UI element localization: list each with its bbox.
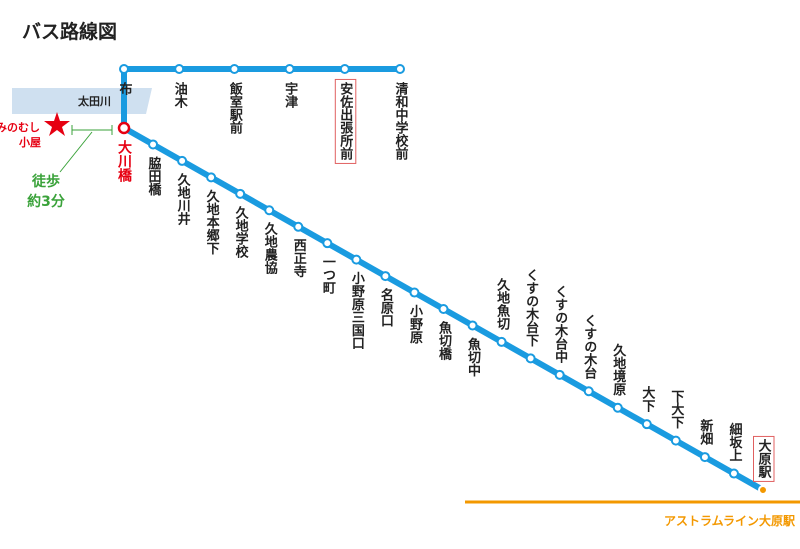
stop-label: 西正寺 — [291, 239, 307, 279]
stop — [119, 64, 129, 74]
stop — [699, 452, 710, 463]
stop-box — [753, 435, 775, 482]
stop-label: 小野原 — [407, 305, 423, 345]
stop — [496, 336, 507, 347]
stop-label: 宇津 — [282, 81, 298, 109]
stop — [612, 402, 623, 413]
junction-label: 大川橋 — [116, 139, 133, 183]
title: バス路線図 — [22, 20, 117, 43]
stop — [380, 271, 391, 282]
stop-label: 久地魚切 — [494, 277, 510, 331]
stop — [229, 64, 240, 74]
stop — [641, 419, 652, 430]
stop-label: 久地農協 — [262, 222, 278, 276]
walk-line — [59, 131, 93, 173]
stop-label: 名原口 — [378, 288, 394, 328]
stop — [351, 254, 362, 265]
stop — [670, 435, 681, 446]
stop-label: 布 — [117, 81, 133, 96]
stop — [438, 304, 449, 314]
stop-label: 安佐出張所前 — [337, 81, 354, 161]
stop-label: 一つ町 — [320, 255, 336, 295]
stop-label: 魚切中 — [465, 337, 481, 378]
stop-label: 脇田橋 — [146, 156, 162, 197]
stop — [264, 205, 275, 216]
stop — [322, 238, 333, 249]
river — [12, 88, 142, 114]
stop-label: くすの木台中 — [552, 285, 569, 364]
stop-label: 油木 — [172, 81, 189, 109]
landmark-label: 小屋 — [18, 135, 41, 149]
stop — [174, 64, 185, 74]
stop — [293, 221, 304, 232]
stop-label: 大下 — [639, 386, 655, 414]
stop-label: 小野原三国口 — [349, 272, 365, 350]
rail-label: アストラムライン大原駅 — [664, 513, 796, 528]
stop-label: 下大下 — [668, 390, 684, 430]
river-label: 太田川 — [77, 94, 111, 108]
stop — [583, 386, 594, 397]
river-edge — [136, 88, 152, 114]
stop — [467, 320, 478, 331]
stop — [758, 485, 768, 495]
stop — [148, 139, 159, 150]
stop-label: くすの木台 — [581, 314, 598, 380]
stop-label: 細坂上 — [726, 422, 742, 462]
stop — [206, 172, 217, 183]
stop-label: 新畑 — [697, 419, 713, 447]
stop — [284, 64, 295, 74]
stop — [409, 287, 420, 298]
stop-label: 久地境原 — [610, 343, 626, 397]
stop-label: 魚切橋 — [436, 320, 452, 361]
stop-label: 久地学校 — [233, 205, 249, 259]
junction — [117, 121, 131, 135]
landmark-label: みのむし — [0, 121, 40, 134]
stop — [525, 353, 536, 364]
stop — [235, 188, 246, 199]
stop-label: くすの木台下 — [523, 268, 540, 347]
stop — [728, 468, 739, 479]
walk-label: 徒歩 — [31, 173, 60, 190]
stop — [554, 369, 565, 380]
stop-label: 久地川井 — [175, 172, 192, 226]
stop-label: 大原駅 — [756, 438, 773, 479]
stop-box — [334, 78, 357, 164]
stop — [177, 155, 188, 166]
star — [44, 112, 70, 136]
walk-label: 約3分 — [27, 193, 65, 210]
stop-label: 久地本郷下 — [204, 189, 220, 256]
stop — [339, 64, 350, 74]
stop-label: 飯室駅前 — [227, 81, 244, 135]
stop-label: 清和中学校前 — [393, 81, 409, 161]
stop — [395, 64, 405, 74]
